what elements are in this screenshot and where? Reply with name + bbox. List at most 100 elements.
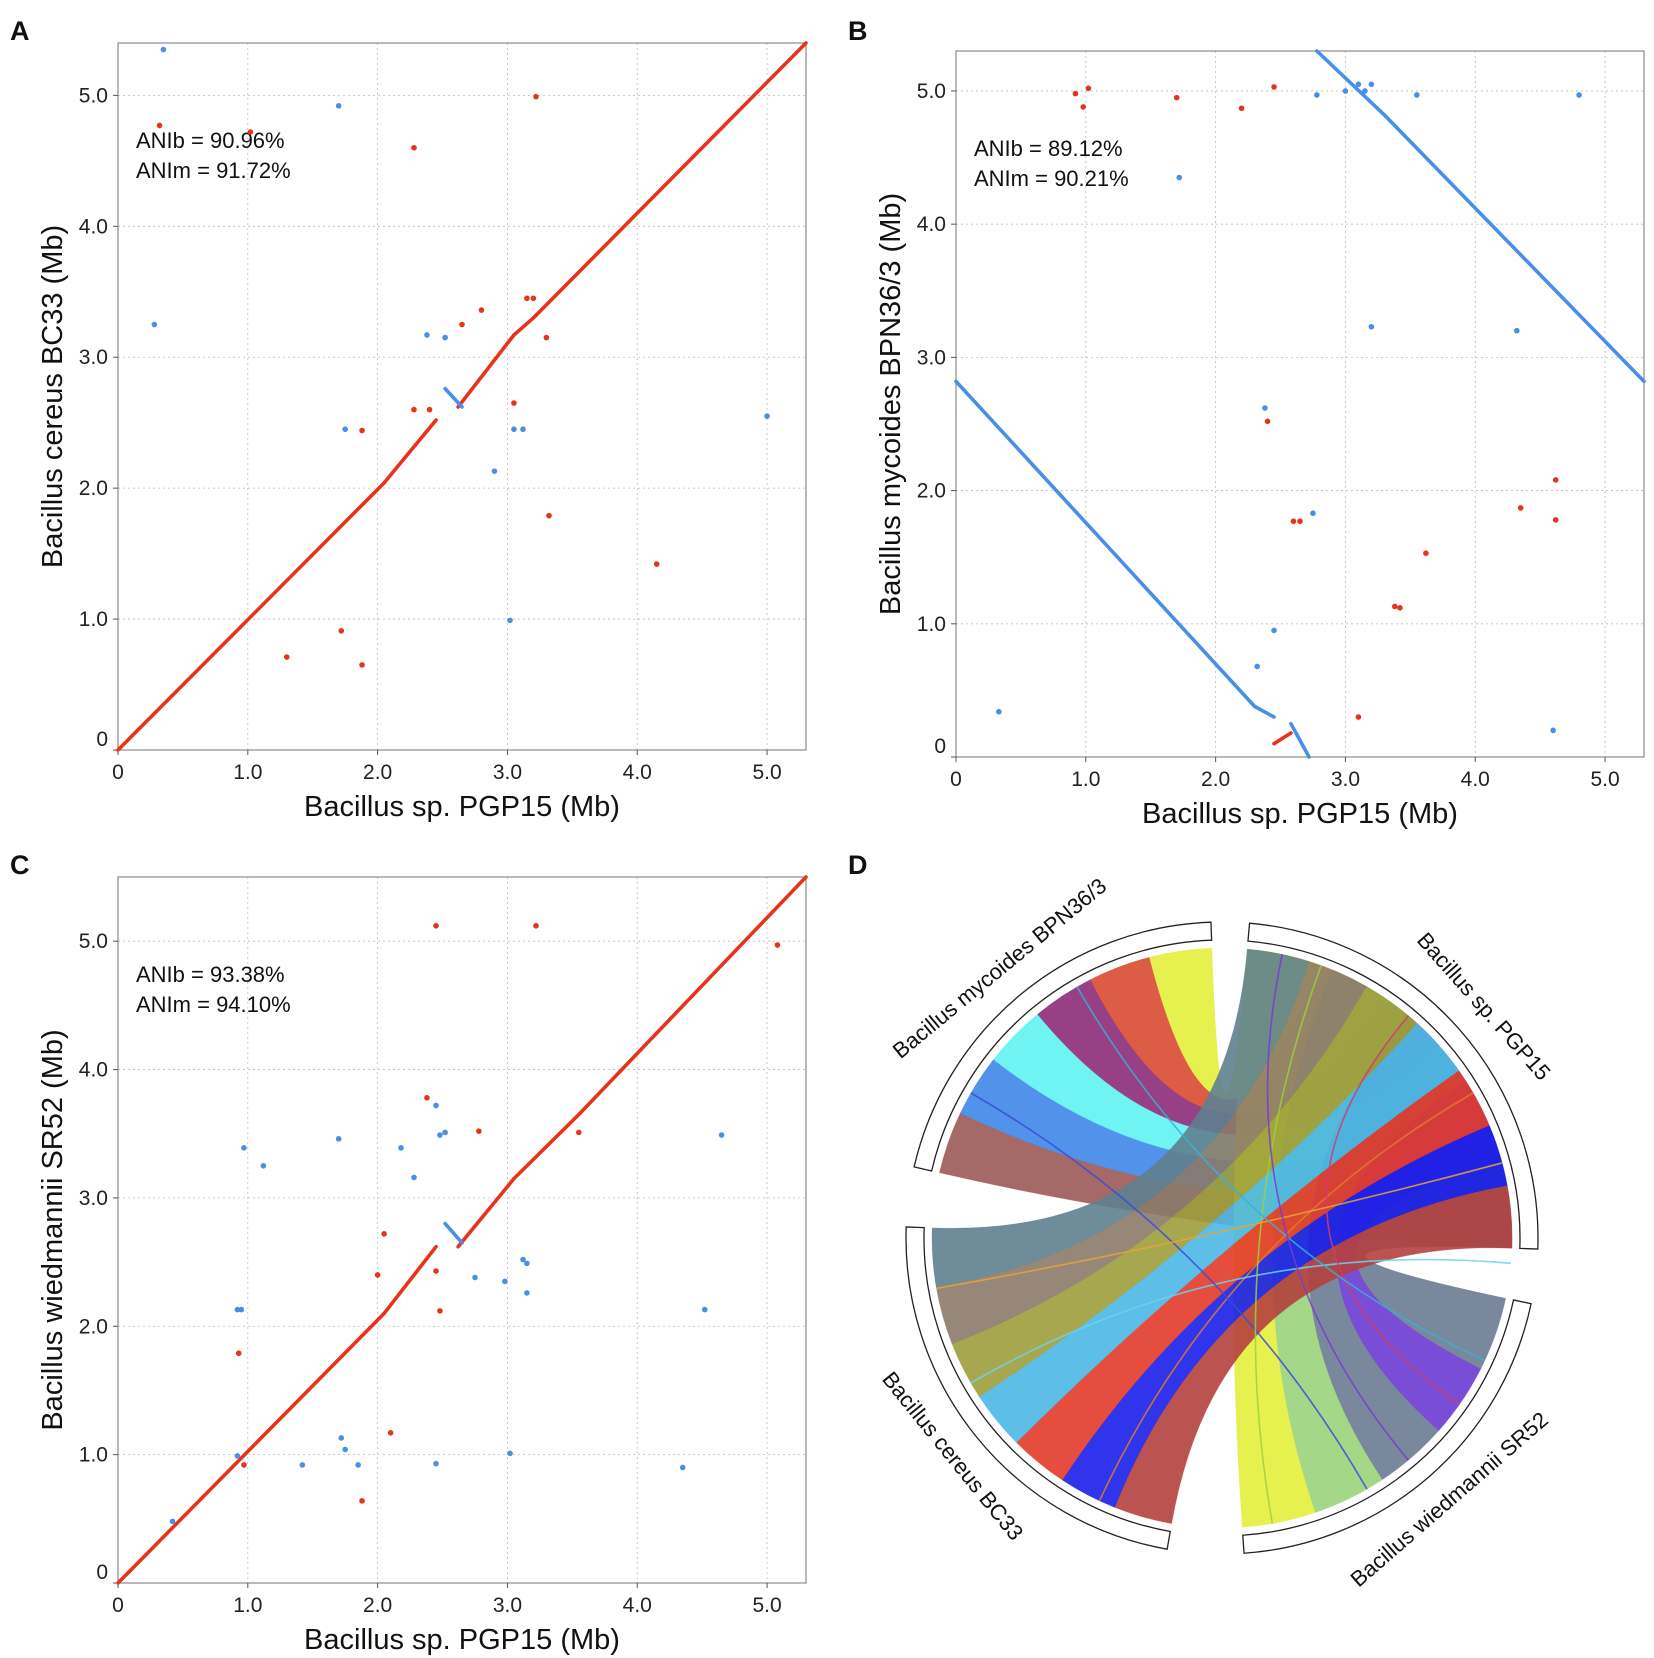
- panel-c-alignment-point: [774, 942, 781, 948]
- panel-b-alignment-segment: [1382, 113, 1646, 384]
- panel-c-y-tick-label: 0: [96, 1561, 108, 1584]
- panel-c-alignment-point: [381, 1231, 387, 1237]
- panel-c-alignment-point: [169, 1518, 176, 1525]
- panel-c-alignment-point: [507, 1450, 513, 1457]
- panel-a-alignment-point: [543, 334, 550, 341]
- panel-c-y-tick-label: 1.0: [79, 1444, 108, 1467]
- panel-c-alignment-point: [355, 1462, 361, 1468]
- panel-b-alignment-point: [1314, 92, 1320, 98]
- panel-a-alignment-point: [491, 468, 498, 474]
- chord-link-line: [1325, 1015, 1461, 1405]
- panel-a-y-tick-label: 0: [96, 728, 108, 751]
- panel-b-alignment-point: [1414, 92, 1420, 98]
- genome-arc: [905, 1226, 1172, 1550]
- panel-b-alignment-point: [1552, 517, 1559, 523]
- panel-c-alignment-segment: [443, 1221, 464, 1245]
- panel-c-y-tick-label: 4.0: [79, 1059, 108, 1082]
- panel-c-alignment-point: [398, 1145, 404, 1151]
- panel-a-alignment-point: [426, 406, 433, 413]
- panel-b-dot-plot: 00 1.0 1.0 2.0 2.0 3.0 3.0 4.0 4.0 5.0 5.0 Bacillus…: [875, 49, 1646, 830]
- panel-letter-d: D: [848, 850, 868, 880]
- chord-link-line: [1254, 965, 1322, 1524]
- panel-a-alignment-point: [478, 307, 485, 313]
- panel-c-y-axis-label: Bacillus wiedmannii SR52 (Mb): [37, 1029, 69, 1430]
- panel-a-y-tick-label: 4.0: [79, 215, 108, 238]
- panel-c-alignment-point: [235, 1350, 242, 1357]
- panel-a-alignment-point: [442, 334, 448, 341]
- panel-b-alignment-point: [1271, 84, 1277, 90]
- panel-b-alignment-point: [1423, 550, 1429, 556]
- panel-c-alignment-point: [338, 1435, 345, 1441]
- panel-d-chord-diagram: Bacillus mycoides BPN36/3 Bacillus sp. PG…: [877, 873, 1555, 1592]
- panel-c-y-tick-label: 2.0: [79, 1315, 108, 1338]
- panel-c-x-tick-label: 4.0: [623, 1594, 652, 1617]
- panel-c-alignment-point: [533, 922, 539, 929]
- panel-a-alignment-point: [524, 295, 530, 302]
- panel-a-alignment-point: [335, 103, 342, 109]
- panel-b-alignment-point: [1072, 90, 1079, 97]
- panel-a-alignment-point: [507, 617, 513, 624]
- chord-link-line: [1098, 1092, 1474, 1502]
- panel-b-alignment-point: [1552, 477, 1559, 483]
- panel-a-x-tick-label: 0: [112, 761, 124, 784]
- panel-b-y-tick-label: 3.0: [917, 346, 946, 369]
- panel-c-alignment-point: [299, 1462, 306, 1468]
- panel-b-alignment-point: [996, 708, 1002, 715]
- panel-a-alignment-point: [411, 144, 417, 151]
- panel-b-x-tick-label: 2.0: [1201, 768, 1230, 791]
- panel-a-alignment-segment: [382, 418, 438, 485]
- panel-a-x-axis-label: Bacillus sp. PGP15 (Mb): [304, 791, 620, 823]
- panel-a-alignment-point: [411, 406, 417, 413]
- panel-a-alignment-segment: [531, 41, 808, 320]
- panel-a-alignment-point: [424, 332, 430, 338]
- panel-c-alignment-point: [433, 1102, 439, 1109]
- panel-b-y-tick-label: 4.0: [917, 213, 946, 236]
- panel-b-ani-annotation: ANIm = 90.21%: [974, 166, 1129, 191]
- panel-c-alignment-point: [524, 1290, 530, 1296]
- panel-c-x-tick-label: 2.0: [363, 1594, 392, 1617]
- panel-c-alignment-point: [433, 922, 439, 929]
- panel-a-x-tick-label: 3.0: [493, 761, 522, 784]
- panel-b-alignment-point: [1173, 94, 1180, 101]
- panel-a-alignment-segment: [443, 386, 464, 409]
- panel-c-alignment-point: [234, 1306, 241, 1313]
- panel-a-y-axis-label: Bacillus cereus BC33 (Mb): [37, 225, 69, 568]
- panel-c-alignment-point: [718, 1132, 725, 1138]
- panel-c-alignment-point: [502, 1278, 508, 1285]
- panel-c-alignment-point: [442, 1129, 448, 1136]
- chord-link-line: [936, 1162, 1503, 1290]
- panel-b-alignment-point: [1297, 518, 1303, 525]
- panel-b-y-tick-label: 1.0: [917, 613, 946, 636]
- panel-b-alignment-point: [1391, 603, 1398, 610]
- panel-c-alignment-segment: [456, 1176, 516, 1249]
- panel-a-alignment-point: [546, 512, 552, 519]
- chord-ribbon: [931, 948, 1310, 1288]
- panel-a-alignment-point: [459, 321, 465, 328]
- panel-a-dot-plot: 00 1.0 1.0 2.0 2.0 3.0 3.0 4.0 4.0 5.0 5.0 Bacillus…: [37, 41, 808, 823]
- panel-b-alignment-point: [1271, 627, 1277, 634]
- panel-a-alignment-segment: [512, 316, 536, 337]
- panel-a-y-tick-label: 2.0: [79, 477, 108, 500]
- panel-a-y-tick-label: 5.0: [79, 84, 108, 107]
- panel-c-y-tick-label: 3.0: [79, 1187, 108, 1210]
- panel-c-alignment-point: [374, 1272, 381, 1278]
- panel-c-alignment-point: [359, 1498, 365, 1504]
- panel-a-alignment-point: [533, 93, 539, 100]
- panel-a-alignment-point: [156, 122, 163, 129]
- panel-b-alignment-point: [1290, 518, 1297, 525]
- panel-a-alignment-point: [338, 628, 345, 634]
- panel-c-alignment-point: [472, 1274, 478, 1281]
- panel-b-alignment-segment: [954, 379, 1257, 709]
- panel-c-alignment-segment: [382, 1244, 438, 1316]
- panel-a-y-tick-label: 3.0: [79, 346, 108, 369]
- panel-c-alignment-point: [437, 1132, 443, 1138]
- panel-c-alignment-point: [342, 1446, 348, 1453]
- panel-a-alignment-point: [247, 129, 254, 135]
- panel-b-ani-annotation: ANIb = 89.12%: [974, 136, 1123, 161]
- panel-b-alignment-point: [1264, 418, 1271, 425]
- panel-c-x-tick-label: 5.0: [752, 1594, 781, 1617]
- chord-link-line: [1076, 986, 1486, 1362]
- panel-b-alignment-segment: [1252, 704, 1276, 719]
- panel-b-alignment-point: [1238, 105, 1245, 112]
